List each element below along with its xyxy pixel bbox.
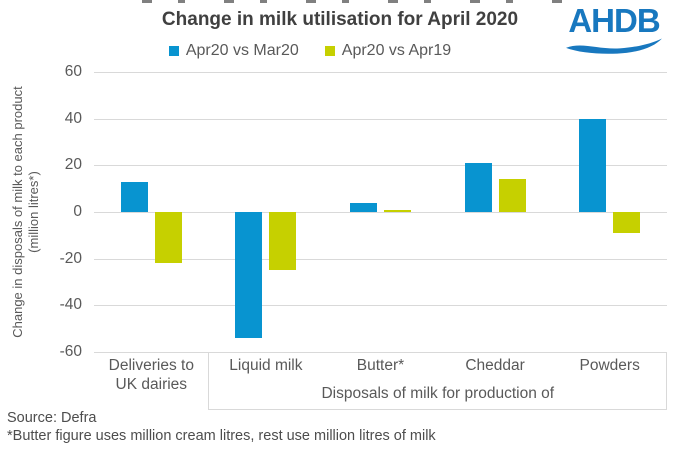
source-text: Source: Defra xyxy=(7,410,97,426)
category-label: Powders xyxy=(579,357,640,374)
axis-bottom-border xyxy=(208,409,667,410)
legend: Apr20 vs Mar20 Apr20 vs Apr19 xyxy=(0,42,620,60)
y-tick-label: 60 xyxy=(64,63,82,80)
y-axis-title-line1: Change in disposals of milk to each prod… xyxy=(9,86,25,338)
bar-apr20-vs-mar20 xyxy=(235,212,263,338)
gridline xyxy=(94,165,667,167)
bar-apr20-vs-mar20 xyxy=(120,181,148,212)
category-label: Cheddar xyxy=(465,357,525,374)
bar-apr20-vs-mar20 xyxy=(579,118,607,212)
axis-right-border xyxy=(666,352,667,410)
y-tick-label: -20 xyxy=(59,249,82,267)
bar-apr20-vs-apr19 xyxy=(269,212,297,271)
ahdb-logo: AHDB xyxy=(564,4,664,56)
category-label: Deliveries to UK dairies xyxy=(108,357,194,393)
bar-apr20-vs-apr19 xyxy=(498,179,526,212)
legend-label: Apr20 vs Apr19 xyxy=(341,42,452,59)
bar-apr20-vs-apr19 xyxy=(154,212,182,264)
x-axis: Deliveries to UK dairies Liquid milk Butte… xyxy=(94,352,667,410)
gridline xyxy=(94,258,667,260)
gridline xyxy=(94,305,667,307)
legend-item: Apr20 vs Mar20 xyxy=(168,42,299,60)
y-tick-label: 20 xyxy=(64,156,82,174)
x-axis-labels: Deliveries to UK dairies Liquid milk Butte… xyxy=(94,357,667,394)
bar-apr20-vs-apr19 xyxy=(384,209,411,212)
legend-swatch-apr20-vs-apr19 xyxy=(324,46,335,56)
y-tick-label: -40 xyxy=(59,296,82,314)
bar-apr20-vs-mar20 xyxy=(350,202,377,212)
y-tick-label: -60 xyxy=(59,343,82,360)
bar-apr20-vs-mar20 xyxy=(464,163,492,212)
y-axis-ticks: 60 40 20 0 -20 -40 -60 xyxy=(36,63,82,360)
legend-swatch-apr20-vs-mar20 xyxy=(168,46,179,56)
gridline xyxy=(94,118,667,120)
footnote-text: *Butter figure uses million cream litres… xyxy=(7,428,436,444)
category-label: Butter* xyxy=(356,357,405,374)
y-tick-label: 0 xyxy=(73,203,82,220)
chart-title: Change in milk utilisation for April 202… xyxy=(161,9,519,30)
plot-area xyxy=(94,72,667,353)
cropped-text-artifact xyxy=(142,0,570,3)
y-tick-label: 40 xyxy=(64,109,82,127)
gridline xyxy=(94,352,667,353)
category-label: Liquid milk xyxy=(229,357,303,374)
legend-label: Apr20 vs Mar20 xyxy=(185,42,299,59)
bar-apr20-vs-apr19 xyxy=(613,212,641,233)
x-group-label: Disposals of milk for production of xyxy=(321,385,555,402)
gridline xyxy=(94,72,667,73)
ahdb-logo-text: AHDB xyxy=(568,2,660,39)
legend-item: Apr20 vs Apr19 xyxy=(324,42,452,60)
zero-gridline xyxy=(94,212,667,213)
ahdb-logo-wave-icon xyxy=(566,38,662,54)
axis-group-divider xyxy=(207,352,209,410)
